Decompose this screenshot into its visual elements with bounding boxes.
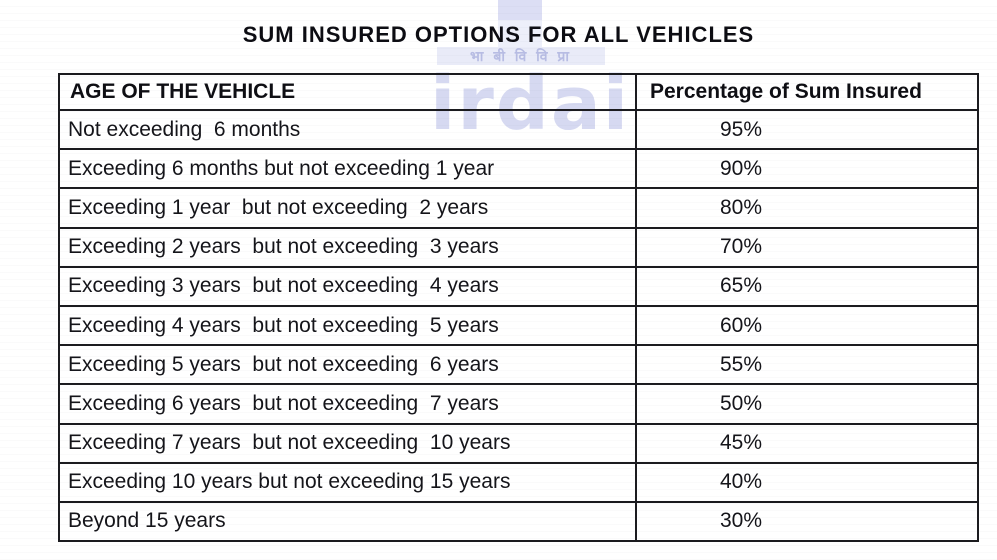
irdai-watermark-hindi-band: भा बी वि वि प्रा	[437, 47, 605, 65]
irdai-watermark-bar-light-icon	[498, 20, 542, 48]
table-row: Exceeding 6 years but not exceeding 7 ye…	[60, 383, 977, 423]
age-cell: Exceeding 10 years but not exceeding 15 …	[60, 463, 637, 501]
column-header-percentage: Percentage of Sum Insured	[650, 80, 922, 103]
table-header-row: AGE OF THE VEHICLE Percentage of Sum Ins…	[60, 75, 977, 109]
page-title: SUM INSURED OPTIONS FOR ALL VEHICLES	[242, 22, 755, 47]
percentage-cell: 30%	[720, 509, 763, 533]
percentage-cell: 50%	[720, 391, 763, 415]
age-cell: Exceeding 4 years but not exceeding 5 ye…	[60, 306, 637, 345]
table-row: Exceeding 6 months but not exceeding 1 y…	[60, 148, 977, 188]
percentage-cell: 70%	[720, 235, 763, 259]
age-cell: Exceeding 3 years but not exceeding 4 ye…	[60, 267, 637, 305]
age-cell: Exceeding 7 years but not exceeding 10 y…	[60, 424, 637, 462]
percentage-cell: 60%	[720, 313, 763, 337]
percentage-cell: 45%	[720, 431, 763, 455]
table-row: Not exceeding 6 months 95%	[60, 109, 977, 149]
table-row: Exceeding 1 year but not exceeding 2 yea…	[60, 187, 977, 227]
table-row: Exceeding 10 years but not exceeding 15 …	[60, 461, 977, 501]
table-row: Exceeding 3 years but not exceeding 4 ye…	[60, 265, 977, 305]
table-row: Beyond 15 years 30%	[60, 500, 977, 541]
age-cell: Exceeding 1 year but not exceeding 2 yea…	[60, 189, 637, 227]
age-cell: Exceeding 5 years but not exceeding 6 ye…	[60, 346, 637, 384]
table-row: Exceeding 5 years but not exceeding 6 ye…	[60, 344, 977, 384]
percentage-cell: 55%	[720, 352, 763, 376]
percentage-cell: 90%	[720, 156, 763, 180]
irdai-watermark-bar-icon	[498, 0, 542, 20]
table-row: Exceeding 4 years but not exceeding 5 ye…	[60, 304, 977, 345]
percentage-cell: 95%	[720, 117, 763, 141]
age-cell: Exceeding 6 months but not exceeding 1 y…	[60, 150, 637, 188]
column-header-age: AGE OF THE VEHICLE	[60, 75, 637, 109]
age-cell: Beyond 15 years	[60, 502, 637, 541]
table-row: Exceeding 7 years but not exceeding 10 y…	[60, 422, 977, 462]
age-cell: Not exceeding 6 months	[60, 111, 637, 149]
percentage-cell: 80%	[720, 195, 763, 219]
table-row: Exceeding 2 years but not exceeding 3 ye…	[60, 226, 977, 266]
percentage-cell: 40%	[720, 470, 763, 494]
sum-insured-table: AGE OF THE VEHICLE Percentage of Sum Ins…	[58, 73, 979, 542]
percentage-cell: 65%	[720, 274, 763, 298]
age-cell: Exceeding 2 years but not exceeding 3 ye…	[60, 228, 637, 266]
age-cell: Exceeding 6 years but not exceeding 7 ye…	[60, 385, 637, 423]
irdai-watermark-logo-icon: irdai	[430, 61, 631, 147]
